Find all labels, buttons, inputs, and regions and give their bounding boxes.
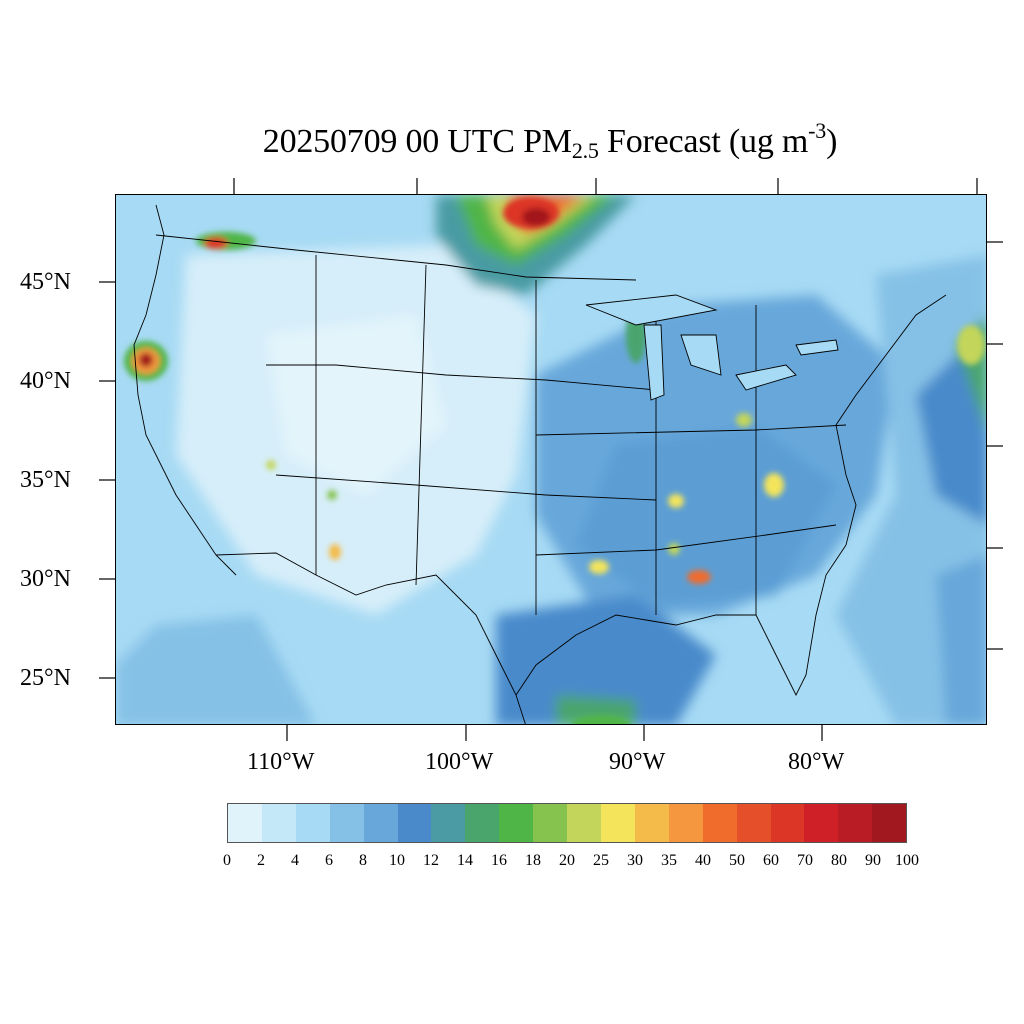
colorbar <box>227 803 907 843</box>
great-lakes <box>585 294 839 401</box>
colorbar-swatch <box>431 804 466 842</box>
title-main: 20250709 00 UTC PM <box>262 123 572 160</box>
colorbar-label: 30 <box>627 852 643 869</box>
colorbar-swatch <box>295 804 330 842</box>
lat-label-40: 40°N <box>20 368 71 394</box>
colorbar-swatch <box>363 804 398 842</box>
title-superscript: -3 <box>808 118 827 143</box>
colorbar-label: 6 <box>325 852 333 869</box>
title-closing: ) <box>826 123 838 160</box>
state-line-a <box>266 364 657 391</box>
pm25-map <box>116 195 986 724</box>
lat-label-25: 25°N <box>20 665 71 691</box>
colorbar-swatch <box>329 804 364 842</box>
colorbar-label: 35 <box>661 852 677 869</box>
colorbar-swatch <box>838 804 873 842</box>
colorbar-swatch <box>465 804 500 842</box>
colorbar-label: 100 <box>895 852 919 869</box>
west-coast <box>133 204 237 576</box>
colorbar-swatch <box>533 804 568 842</box>
colorbar-label: 20 <box>559 852 575 869</box>
lake-superior <box>585 294 718 326</box>
colorbar-label: 16 <box>491 852 507 869</box>
colorbar-swatch <box>261 804 296 842</box>
colorbar-swatch <box>600 804 635 842</box>
colorbar-label: 80 <box>831 852 847 869</box>
state-line-b <box>275 474 657 501</box>
map-panel <box>115 194 987 725</box>
colorbar-label: 60 <box>763 852 779 869</box>
lon-label-100: 100°W <box>425 749 494 775</box>
colorbar-swatch <box>702 804 737 842</box>
colorbar-label: 25 <box>593 852 609 869</box>
title-suffix: Forecast (ug m <box>598 123 809 160</box>
state-line-d <box>415 264 427 586</box>
colorbar-swatch <box>668 804 703 842</box>
gulf-coast <box>515 544 847 697</box>
east-coast <box>835 294 947 546</box>
lon-label-110: 110°W <box>247 749 315 775</box>
colorbar-swatch <box>736 804 771 842</box>
colorbar-swatch <box>872 804 907 842</box>
colorbar-label: 12 <box>423 852 439 869</box>
title-subscript: 2.5 <box>571 138 599 163</box>
mexico-border <box>215 552 526 724</box>
colorbar-label: 50 <box>729 852 745 869</box>
lon-label-90: 90°W <box>609 749 666 775</box>
chart-title: 20250709 00 UTC PM2.5 Forecast (ug m-3) <box>0 120 1024 163</box>
lat-label-45: 45°N <box>20 269 71 295</box>
colorbar-swatch <box>499 804 534 842</box>
colorbar-label: 2 <box>257 852 265 869</box>
colorbar-swatch <box>804 804 839 842</box>
colorbar-swatch <box>634 804 669 842</box>
colorbar-swatch <box>567 804 601 842</box>
colorbar-label: 40 <box>695 852 711 869</box>
lake-ontario <box>795 339 839 356</box>
colorbar-label: 14 <box>457 852 473 869</box>
hotspot-layer <box>124 197 985 724</box>
field-layers <box>116 195 986 724</box>
colorbar-label: 0 <box>223 852 231 869</box>
state-line-h <box>535 424 847 436</box>
colorbar-label: 8 <box>359 852 367 869</box>
colorbar-swatch <box>228 804 262 842</box>
lat-label-30: 30°N <box>20 566 71 592</box>
lake-huron <box>680 334 722 376</box>
colorbar-label: 90 <box>865 852 881 869</box>
lake-erie <box>735 364 797 391</box>
state-line-i <box>535 524 837 556</box>
lake-michigan <box>643 324 665 401</box>
colorbar-label: 10 <box>389 852 405 869</box>
colorbar-label: 70 <box>797 852 813 869</box>
lon-label-80: 80°W <box>788 749 845 775</box>
colorbar-label: 18 <box>525 852 541 869</box>
canada-border <box>155 234 637 281</box>
boundary-lines <box>133 204 947 724</box>
colorbar-label: 4 <box>291 852 299 869</box>
colorbar-swatch <box>397 804 432 842</box>
colorbar-swatch <box>770 804 805 842</box>
lat-label-35: 35°N <box>20 467 71 493</box>
